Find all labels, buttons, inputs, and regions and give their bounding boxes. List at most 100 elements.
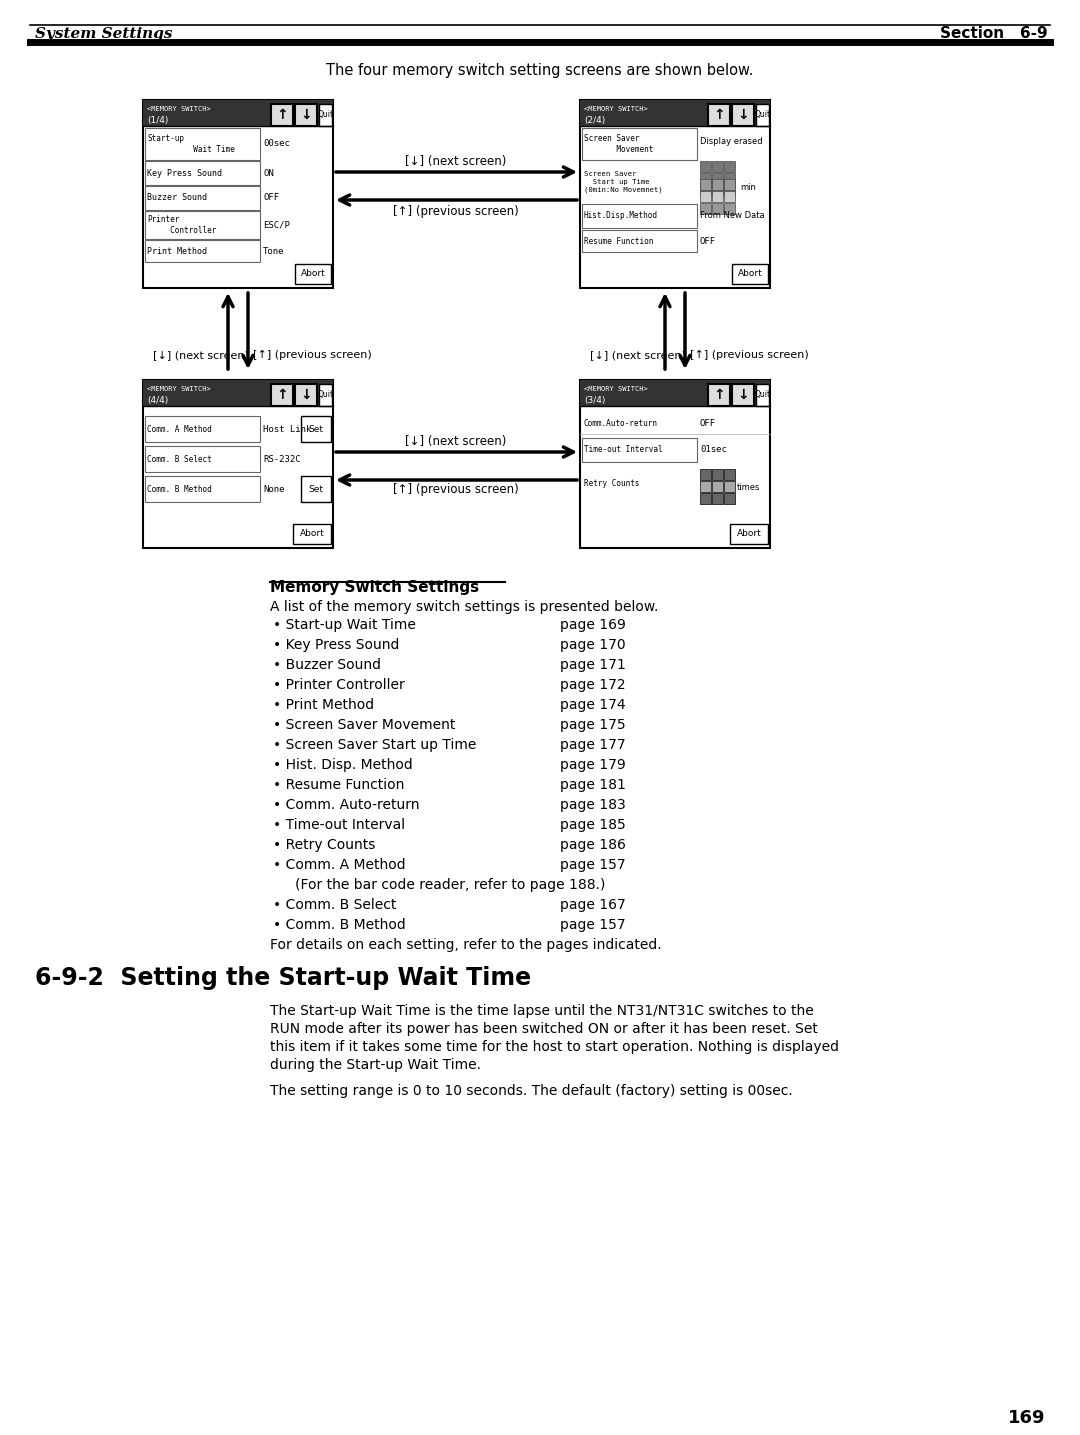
Text: page 169: page 169 bbox=[561, 618, 626, 631]
Text: times: times bbox=[737, 484, 760, 492]
Bar bbox=[712, 179, 723, 189]
Bar bbox=[724, 174, 735, 184]
Text: 00sec: 00sec bbox=[264, 139, 289, 148]
Text: • Comm. B Method: • Comm. B Method bbox=[273, 918, 406, 931]
Text: page 186: page 186 bbox=[561, 838, 626, 852]
Text: ↑: ↑ bbox=[713, 387, 725, 402]
Text: [↓] (next screen): [↓] (next screen) bbox=[405, 155, 507, 168]
Text: From New Data: From New Data bbox=[700, 211, 765, 221]
Bar bbox=[724, 179, 735, 189]
Bar bbox=[145, 240, 260, 263]
Text: Tone: Tone bbox=[264, 247, 284, 255]
Text: (4/4): (4/4) bbox=[147, 396, 168, 405]
Bar bbox=[143, 380, 333, 406]
Text: • Hist. Disp. Method: • Hist. Disp. Method bbox=[273, 758, 413, 772]
Bar bbox=[700, 202, 711, 214]
Bar bbox=[700, 191, 711, 202]
Bar bbox=[724, 185, 735, 197]
Bar bbox=[700, 469, 711, 479]
Text: <MEMORY SWITCH>: <MEMORY SWITCH> bbox=[147, 386, 211, 392]
Text: RS-232C: RS-232C bbox=[264, 455, 300, 464]
Bar bbox=[712, 191, 723, 202]
Bar bbox=[724, 202, 735, 214]
Text: Abort: Abort bbox=[737, 530, 761, 538]
Text: Comm.Auto-return: Comm.Auto-return bbox=[584, 419, 658, 428]
Text: Abort: Abort bbox=[738, 270, 762, 278]
Text: Quit: Quit bbox=[318, 110, 334, 119]
Text: page 183: page 183 bbox=[561, 798, 625, 812]
Bar bbox=[712, 161, 723, 172]
Text: Screen Saver
       Movement: Screen Saver Movement bbox=[584, 133, 653, 155]
Bar bbox=[700, 494, 711, 504]
Text: A list of the memory switch settings is presented below.: A list of the memory switch settings is … bbox=[270, 600, 659, 614]
Text: page 157: page 157 bbox=[561, 918, 625, 931]
Bar bbox=[732, 103, 754, 126]
Text: <MEMORY SWITCH>: <MEMORY SWITCH> bbox=[584, 386, 648, 392]
Text: page 177: page 177 bbox=[561, 738, 625, 752]
Text: OFF: OFF bbox=[700, 237, 716, 245]
Text: 169: 169 bbox=[1008, 1409, 1045, 1426]
Bar bbox=[712, 469, 723, 479]
Text: Set: Set bbox=[309, 425, 324, 433]
Bar bbox=[143, 100, 333, 126]
Text: [↑] (previous screen): [↑] (previous screen) bbox=[253, 350, 372, 360]
Text: Print Method: Print Method bbox=[147, 247, 207, 255]
Bar bbox=[580, 100, 770, 126]
Text: page 167: page 167 bbox=[561, 898, 625, 913]
Bar bbox=[145, 187, 260, 210]
Text: • Time-out Interval: • Time-out Interval bbox=[273, 818, 405, 832]
Text: • Screen Saver Movement: • Screen Saver Movement bbox=[273, 718, 456, 732]
Text: page 157: page 157 bbox=[561, 858, 625, 872]
Text: page 171: page 171 bbox=[561, 659, 625, 672]
Bar bbox=[582, 204, 697, 228]
Text: RUN mode after its power has been switched ON or after it has been reset. Set: RUN mode after its power has been switch… bbox=[270, 1022, 818, 1036]
Bar bbox=[145, 416, 260, 442]
Bar bbox=[724, 481, 735, 492]
Text: • Comm. Auto-return: • Comm. Auto-return bbox=[273, 798, 419, 812]
Text: Buzzer Sound: Buzzer Sound bbox=[147, 194, 207, 202]
Text: <MEMORY SWITCH>: <MEMORY SWITCH> bbox=[147, 106, 211, 112]
Text: Section   6-9: Section 6-9 bbox=[941, 26, 1048, 42]
Text: Screen Saver
  Start up Time
(0min:No Movemnet): Screen Saver Start up Time (0min:No Move… bbox=[584, 171, 663, 194]
Bar bbox=[295, 385, 318, 406]
Text: System Settings: System Settings bbox=[35, 27, 173, 42]
Text: Set: Set bbox=[309, 485, 324, 494]
Bar bbox=[301, 476, 330, 502]
Text: • Printer Controller: • Printer Controller bbox=[273, 677, 405, 692]
Bar bbox=[700, 185, 711, 197]
Text: The four memory switch setting screens are shown below.: The four memory switch setting screens a… bbox=[326, 63, 754, 77]
Text: during the Start-up Wait Time.: during the Start-up Wait Time. bbox=[270, 1058, 481, 1072]
Text: page 170: page 170 bbox=[561, 639, 625, 651]
Text: Time-out Interval: Time-out Interval bbox=[584, 445, 663, 455]
Text: ↓: ↓ bbox=[738, 387, 748, 402]
Text: (2/4): (2/4) bbox=[584, 115, 605, 125]
Bar bbox=[145, 128, 260, 159]
Text: ↑: ↑ bbox=[276, 108, 287, 122]
Text: Quit: Quit bbox=[755, 390, 770, 399]
Bar bbox=[295, 103, 318, 126]
Text: • Screen Saver Start up Time: • Screen Saver Start up Time bbox=[273, 738, 476, 752]
Text: page 181: page 181 bbox=[561, 778, 626, 792]
Bar bbox=[712, 481, 723, 492]
Text: • Resume Function: • Resume Function bbox=[273, 778, 404, 792]
Bar bbox=[756, 385, 769, 406]
Bar bbox=[145, 446, 260, 472]
Text: page 172: page 172 bbox=[561, 677, 625, 692]
Text: • Comm. B Select: • Comm. B Select bbox=[273, 898, 396, 913]
Text: Hist.Disp.Method: Hist.Disp.Method bbox=[584, 211, 658, 221]
Text: 6-9-2  Setting the Start-up Wait Time: 6-9-2 Setting the Start-up Wait Time bbox=[35, 966, 531, 990]
Bar bbox=[732, 264, 768, 284]
Bar bbox=[708, 385, 730, 406]
Bar bbox=[724, 469, 735, 479]
Bar bbox=[732, 385, 754, 406]
Text: ↑: ↑ bbox=[713, 108, 725, 122]
Bar bbox=[712, 174, 723, 184]
Text: <MEMORY SWITCH>: <MEMORY SWITCH> bbox=[584, 106, 648, 112]
Bar bbox=[712, 494, 723, 504]
Text: ↓: ↓ bbox=[300, 387, 312, 402]
Text: The Start-up Wait Time is the time lapse until the NT31/NT31C switches to the: The Start-up Wait Time is the time lapse… bbox=[270, 1004, 813, 1017]
Text: Comm. A Method: Comm. A Method bbox=[147, 425, 212, 433]
Bar bbox=[712, 185, 723, 197]
Bar bbox=[145, 211, 260, 240]
Text: [↓] (next screen): [↓] (next screen) bbox=[405, 435, 507, 449]
